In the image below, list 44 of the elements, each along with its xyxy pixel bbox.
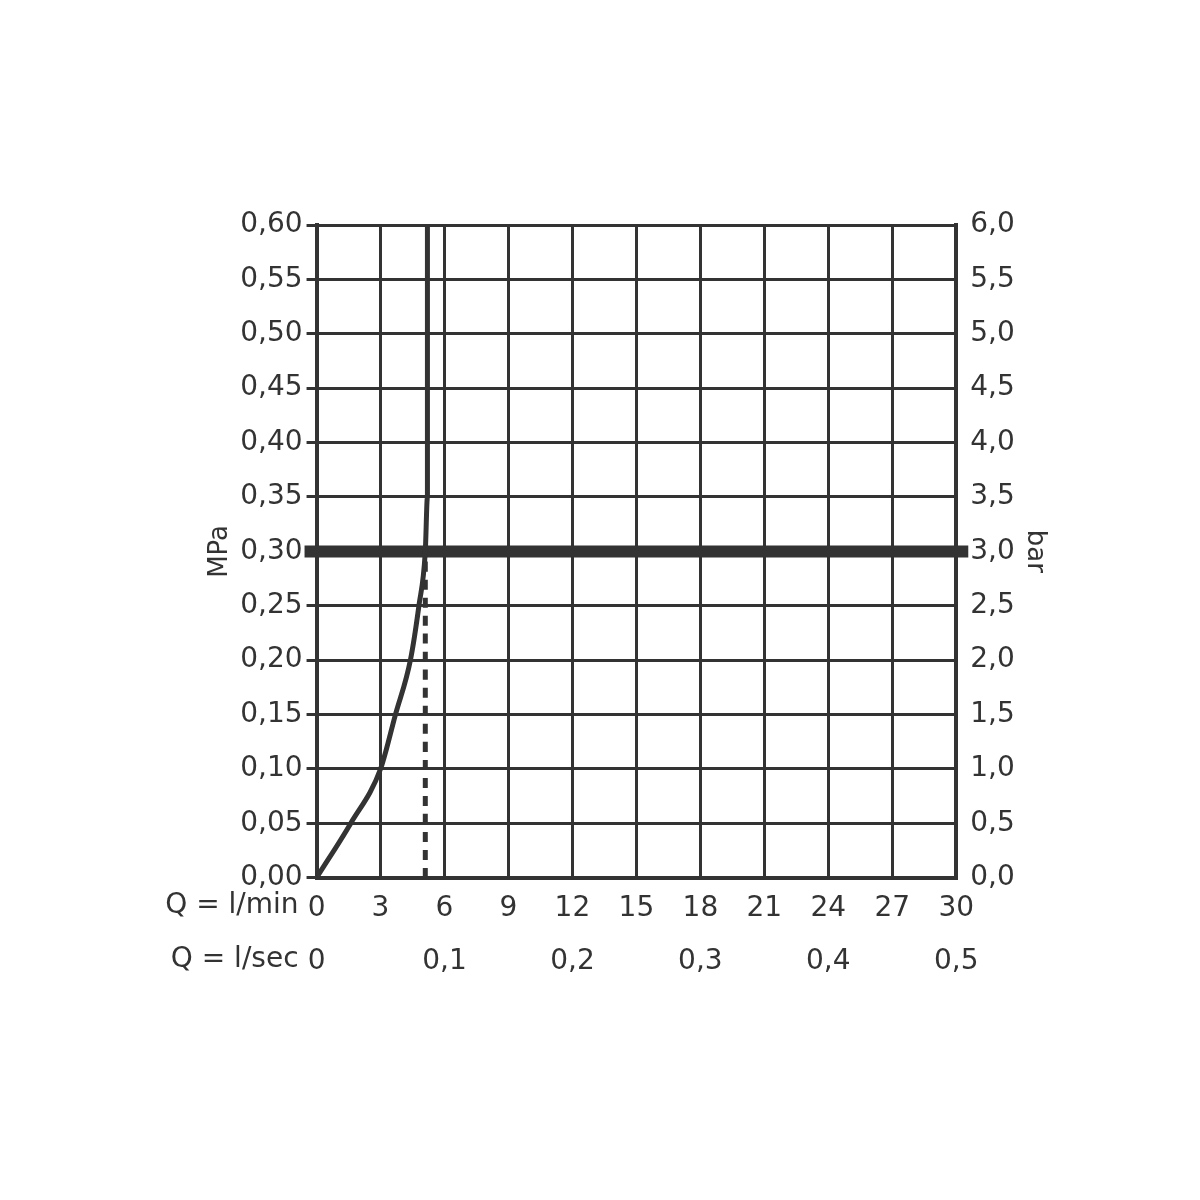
y2-tick-label: 4,0 <box>970 423 1015 457</box>
y-tick-label: 0,60 <box>240 206 303 240</box>
y2-tick-label: 0,5 <box>970 804 1015 838</box>
x-axis-title: Q = l/min <box>165 887 299 921</box>
y-axis-title: MPa <box>203 524 234 578</box>
x-tick-label: 18 <box>682 889 719 923</box>
y2-tick-label: 3,5 <box>970 478 1015 512</box>
x-tick-label: 12 <box>554 889 591 923</box>
y2-tick-label: 6,0 <box>970 206 1015 240</box>
y-tick-label: 0,15 <box>240 695 303 729</box>
y2-tick-label: 3,0 <box>970 532 1015 566</box>
y-tick-label: 0,05 <box>240 804 303 838</box>
x-tick-label: 24 <box>810 889 847 923</box>
y2-tick-label: 5,0 <box>970 315 1015 349</box>
y2-tick-label: 2,5 <box>970 587 1015 621</box>
x2-tick-label: 0,4 <box>806 943 851 977</box>
x2-tick-label: 0,1 <box>422 943 467 977</box>
x2-axis-title: Q = l/sec <box>170 940 299 974</box>
y2-tick-label: 4,5 <box>970 369 1015 403</box>
y2-tick-label: 2,0 <box>970 641 1015 675</box>
y-tick-label: 0,45 <box>240 369 303 403</box>
x-tick-label: 15 <box>618 889 655 923</box>
y-tick-label: 0,25 <box>240 587 303 621</box>
y-tick-label: 0,10 <box>240 750 303 784</box>
y2-tick-label: 1,0 <box>970 750 1015 784</box>
y2-tick-label: 1,5 <box>970 695 1015 729</box>
x-tick-label: 21 <box>746 889 783 923</box>
x-tick-label: 0 <box>307 889 326 923</box>
x-tick-label: 27 <box>874 889 911 923</box>
y-tick-label: 0,50 <box>240 315 303 349</box>
x2-tick-label: 0,3 <box>678 943 723 977</box>
y-tick-label: 0,55 <box>240 260 303 294</box>
x-tick-label: 3 <box>371 889 390 923</box>
x2-tick-label: 0,5 <box>934 943 979 977</box>
x-tick-label: 6 <box>435 889 454 923</box>
x2-tick-label: 0 <box>307 943 326 977</box>
y-tick-label: 0,30 <box>240 532 303 566</box>
x-tick-label: 9 <box>499 889 518 923</box>
y2-axis-title: bar <box>1021 529 1052 574</box>
y-tick-label: 0,40 <box>240 423 303 457</box>
x2-tick-label: 0,2 <box>550 943 595 977</box>
y-tick-label: 0,20 <box>240 641 303 675</box>
y-tick-label: 0,35 <box>240 478 303 512</box>
y2-tick-label: 5,5 <box>970 260 1015 294</box>
